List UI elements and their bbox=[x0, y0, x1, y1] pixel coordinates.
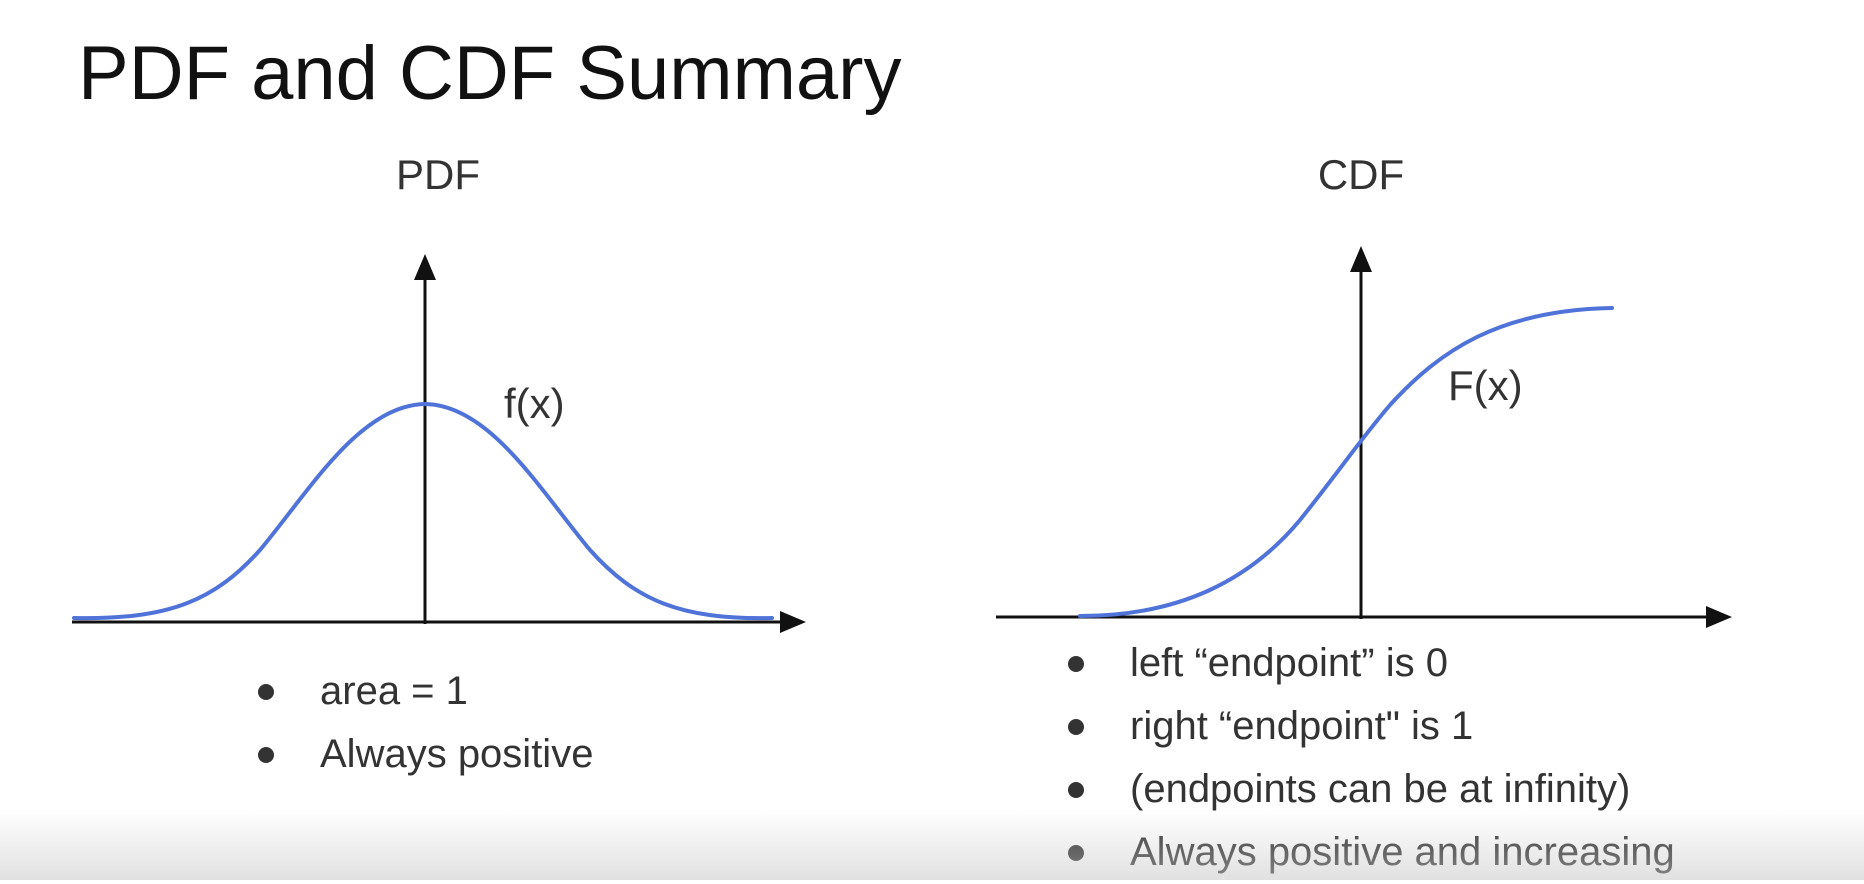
cdf-y-axis-arrow bbox=[1350, 246, 1372, 272]
pdf-bullet-positive: Always positive bbox=[254, 723, 593, 786]
pdf-panel-title: PDF bbox=[396, 151, 480, 198]
cdf-diagram: F(x) bbox=[996, 246, 1732, 628]
cdf-curve-label: F(x) bbox=[1448, 362, 1523, 409]
cdf-bullet-infinity: (endpoints can be at infinity) bbox=[1064, 758, 1675, 821]
pdf-x-axis-arrow bbox=[780, 611, 806, 633]
pdf-bullet-list: area = 1 Always positive bbox=[254, 660, 593, 786]
cdf-panel-title: CDF bbox=[1317, 151, 1405, 198]
cdf-bullet-increasing: Always positive and increasing bbox=[1064, 821, 1675, 884]
cdf-bullet-right-endpoint: right “endpoint" is 1 bbox=[1064, 695, 1675, 758]
pdf-curve bbox=[72, 401, 774, 621]
pdf-bullet-area: area = 1 bbox=[254, 660, 593, 723]
cdf-bullet-list: left “endpoint” is 0 right “endpoint" is… bbox=[1064, 632, 1675, 884]
pdf-curve-label: f(x) bbox=[504, 380, 565, 427]
cdf-bullet-left-endpoint: left “endpoint” is 0 bbox=[1064, 632, 1675, 695]
cdf-curve bbox=[1078, 306, 1614, 618]
pdf-y-axis-arrow bbox=[414, 254, 436, 280]
slide-title: PDF and CDF Summary bbox=[78, 31, 902, 116]
pdf-diagram: f(x) bbox=[72, 254, 806, 633]
cdf-x-axis-arrow bbox=[1706, 606, 1732, 628]
